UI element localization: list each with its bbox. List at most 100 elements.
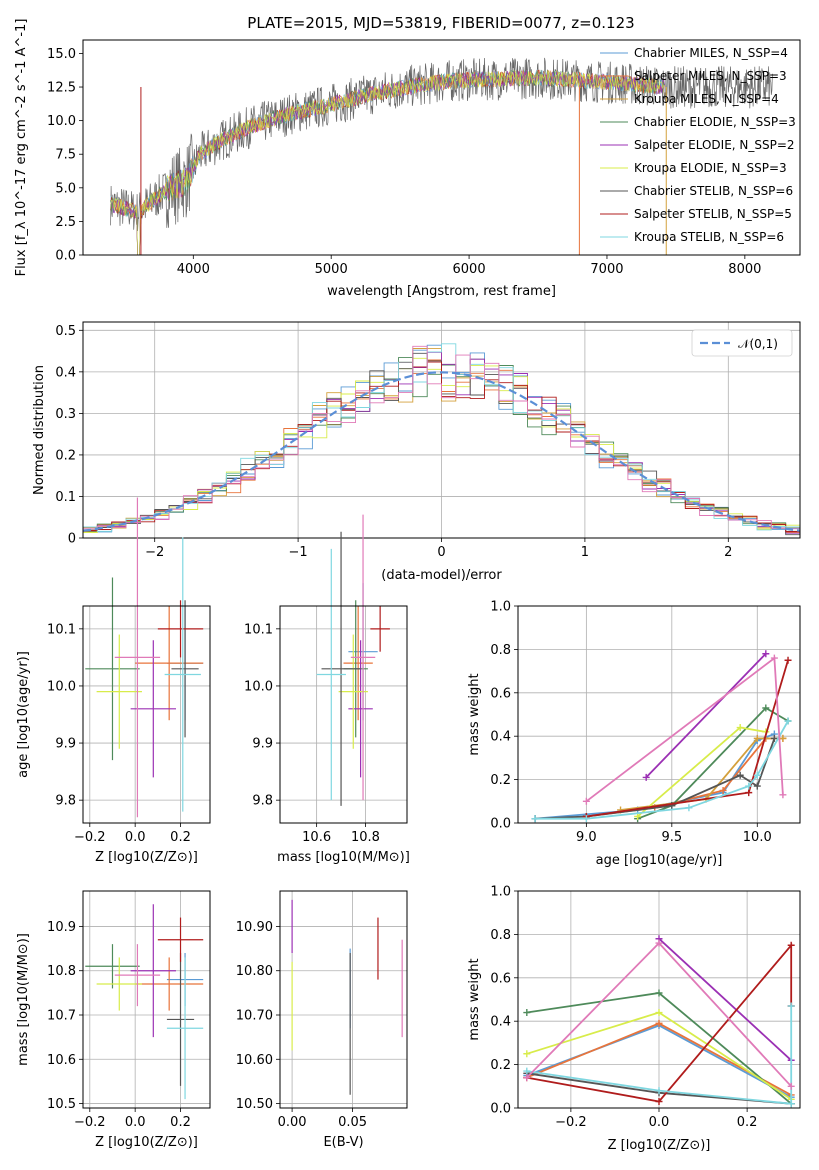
y-tick-label: 10.0 <box>47 679 76 694</box>
y-tick-label: 0.8 <box>490 643 511 658</box>
series-kroupa-stelib <box>535 720 789 820</box>
point-marker <box>745 789 753 797</box>
point-marker <box>642 773 650 781</box>
axes-frame <box>82 890 211 1109</box>
y-tick-label: 10.70 <box>236 1009 273 1024</box>
series-kroupa-stelib <box>526 1006 793 1105</box>
y-tick-label: 9.8 <box>252 794 273 809</box>
point-marker <box>753 782 761 790</box>
point-marker <box>784 656 792 664</box>
point-marker <box>787 1082 795 1090</box>
x-tick-label: 10.6 <box>302 830 331 845</box>
axes-frame <box>279 890 408 1109</box>
y-tick-label: 10.7 <box>47 1009 76 1024</box>
y-tick-label: 0 <box>68 532 76 547</box>
mass-weight-lines <box>531 650 792 823</box>
point-marker <box>753 734 761 742</box>
x-tick-label: 10.8 <box>351 830 380 845</box>
point-marker <box>753 771 761 779</box>
legend-entry: Chabrier STELIB, N_SSP=6 <box>634 184 793 198</box>
y-tick-label: 0.0 <box>490 817 511 832</box>
y-tick-label: 10.1 <box>47 622 76 637</box>
y-tick-label: 0.8 <box>490 928 511 943</box>
x-tick-label: 9.5 <box>661 830 682 845</box>
x-tick-label: 0.05 <box>338 1115 367 1130</box>
legend-entry: Salpeter STELIB, N_SSP=5 <box>634 207 792 221</box>
axes-frame <box>82 321 801 539</box>
y-tick-label: 2.5 <box>55 215 76 230</box>
y-tick-label: 0.2 <box>490 773 511 788</box>
legend-entry: Salpeter MILES, N_SSP=3 <box>634 69 787 83</box>
point-marker <box>655 1019 663 1027</box>
spectrum-series-salpeter-miles <box>110 70 665 255</box>
point-marker <box>770 654 778 662</box>
x-axis-label: Z [log10(Z/Z⊙)] <box>608 1138 711 1153</box>
x-tick-label: −2 <box>145 545 164 560</box>
y-tick-label: 0.4 <box>55 365 76 380</box>
axes-frame <box>82 605 211 824</box>
y-tick-label: 10.50 <box>236 1097 273 1112</box>
y-axis-label: mass [log10(M/M⊙)] <box>16 933 31 1066</box>
legend-residuals: 𝒩(0,1) <box>691 329 793 357</box>
point-marker <box>523 1050 531 1058</box>
y-tick-label: 9.9 <box>55 737 76 752</box>
legend-entry: Kroupa STELIB, N_SSP=6 <box>634 230 784 244</box>
series-salpeter-elodie <box>645 653 767 779</box>
x-tick-label: 0.2 <box>737 1115 758 1130</box>
chart-layer: 4000 5000 6000 7000 80000.02.55.07.510.012.5… <box>14 19 801 1153</box>
y-tick-label: 0.5 <box>55 324 76 339</box>
x-axis-label: Z [log10(Z/Z⊙)] <box>95 1135 198 1150</box>
point-marker <box>655 989 663 997</box>
axes-frame <box>517 605 801 824</box>
x-tick-label: −0.2 <box>555 1115 587 1130</box>
legend-box <box>691 329 793 357</box>
x-tick-label: 1 <box>581 545 589 560</box>
y-tick-label: 0.6 <box>490 971 511 986</box>
point-marker <box>719 786 727 794</box>
series-salpeter-stelib <box>526 942 793 1103</box>
x-axis-label: E(B-V) <box>323 1135 363 1150</box>
y-tick-label: 1.0 <box>490 600 511 615</box>
y-tick-label: 10.60 <box>236 1053 273 1068</box>
y-axis-label: mass weight <box>467 958 482 1040</box>
x-tick-label: 0.00 <box>278 1115 307 1130</box>
x-tick-label: 7000 <box>590 262 623 277</box>
point-marker <box>779 791 787 799</box>
y-tick-label: 15.0 <box>47 47 76 62</box>
point-marker <box>634 812 642 820</box>
x-tick-label: 4000 <box>177 262 210 277</box>
x-axis-label: mass [log10(M/M⊙)] <box>277 850 410 865</box>
point-marker <box>523 1067 531 1075</box>
chart-mass_weight_vs_age: 9.0 9.5 10.0 0.0 0.2 0.4 0.6 0.8 1.0 age [log10(a… <box>467 600 801 868</box>
spectrum-lines <box>110 57 773 255</box>
point-marker <box>787 1100 795 1108</box>
y-tick-label: 0.6 <box>490 686 511 701</box>
point-marker <box>736 771 744 779</box>
chart-age_vs_Z: −0.2 0.0 0.2 9.8 9.9 10.0 10.1 Z [log10(Z/Z⊙)] a… <box>16 497 211 865</box>
errorbars <box>316 514 390 806</box>
x-tick-label: 0.0 <box>649 1115 670 1130</box>
y-tick-label: 0.0 <box>55 249 76 264</box>
x-tick-label: 2 <box>724 545 732 560</box>
axes-frame <box>82 39 801 256</box>
point-marker <box>523 1074 531 1082</box>
point-marker <box>655 1097 663 1105</box>
x-tick-label: −0.2 <box>74 830 106 845</box>
y-tick-label: 0.0 <box>490 1102 511 1117</box>
y-tick-label: 0.3 <box>55 407 76 422</box>
y-tick-label: 1.0 <box>490 885 511 900</box>
point-marker <box>531 815 539 823</box>
point-marker <box>784 717 792 725</box>
y-tick-label: 0.2 <box>55 448 76 463</box>
x-tick-label: −1 <box>289 545 308 560</box>
point-marker <box>762 650 770 658</box>
y-tick-label: 10.0 <box>47 114 76 129</box>
errorbars <box>85 904 204 1100</box>
series-chabrier-stelib <box>535 738 776 820</box>
y-tick-label: 10.6 <box>47 1053 76 1068</box>
x-axis-label: (data-model)/error <box>381 568 502 583</box>
chart-mass_vs_EBV: 0.00 0.05 10.50 10.60 10.70 10.80 10.90 E(B-V) <box>236 890 408 1150</box>
y-axis-label: Flux [f_λ 10^-17 erg cm^-2 s^-1 A^-1] <box>14 19 29 277</box>
mass-weight-lines <box>523 935 795 1108</box>
